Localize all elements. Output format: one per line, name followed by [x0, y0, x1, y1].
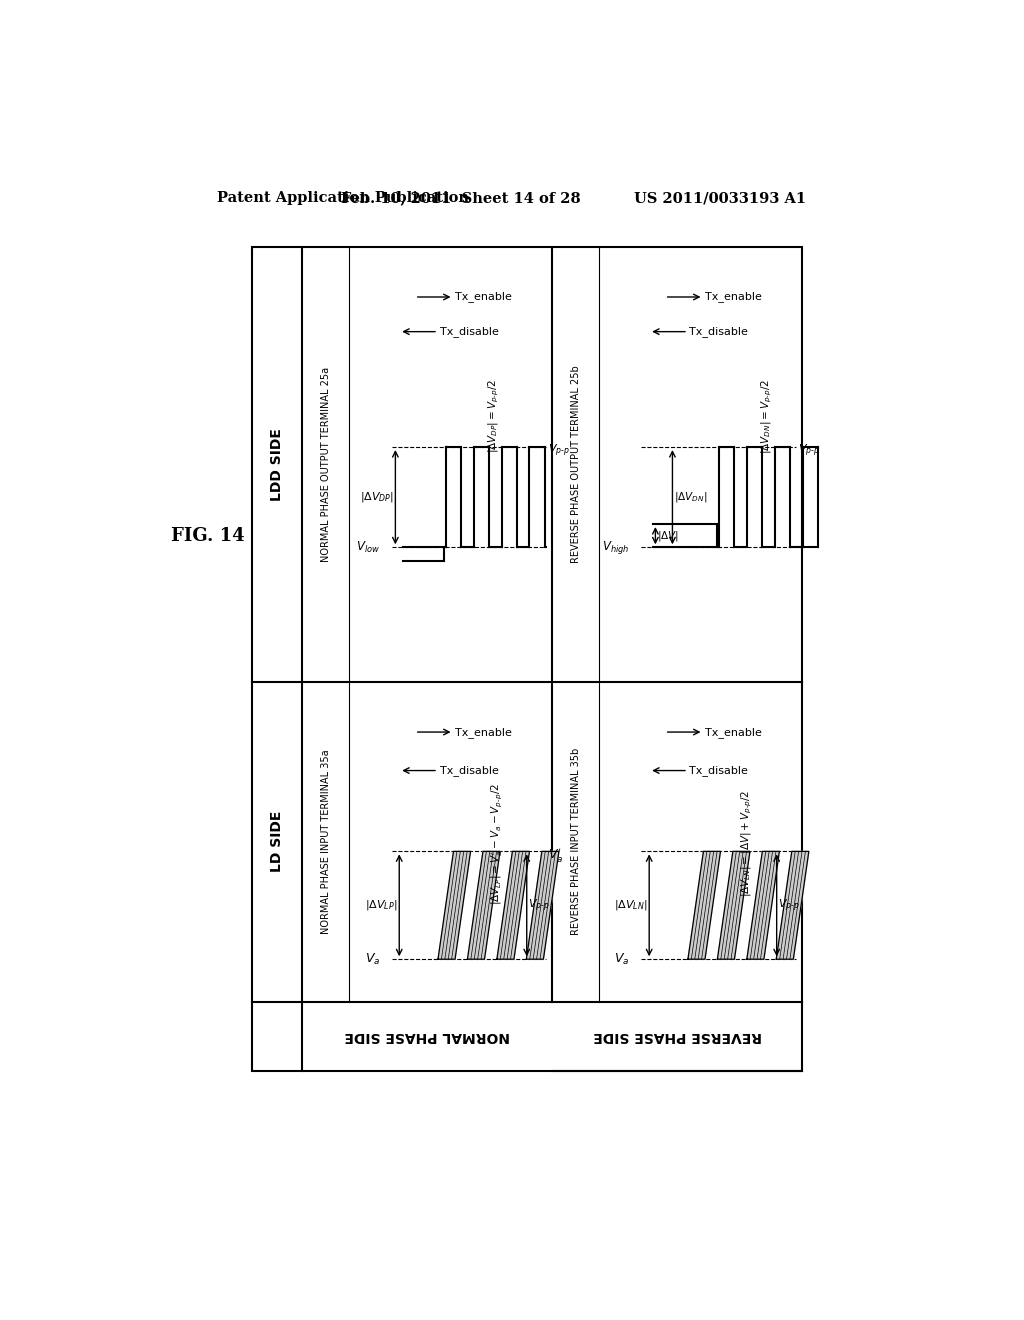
Text: NORMAL PHASE OUTPUT TERMINAL 25a: NORMAL PHASE OUTPUT TERMINAL 25a — [321, 367, 331, 562]
Text: $|\Delta V|$: $|\Delta V|$ — [657, 529, 679, 543]
Text: Tx_disable: Tx_disable — [689, 326, 749, 337]
Text: Tx_enable: Tx_enable — [455, 292, 512, 302]
Text: $|\Delta V_{DN}|=V_{p\text{-}p}/2$: $|\Delta V_{DN}|=V_{p\text{-}p}/2$ — [760, 379, 774, 454]
Text: Tx_enable: Tx_enable — [705, 292, 762, 302]
Text: NORMAL PHASE SIDE: NORMAL PHASE SIDE — [344, 1030, 510, 1043]
Text: LDD SIDE: LDD SIDE — [270, 428, 285, 500]
Text: Tx_disable: Tx_disable — [689, 766, 749, 776]
Text: $|\Delta V_{DN}|$: $|\Delta V_{DN}|$ — [674, 490, 708, 504]
Text: $|\Delta V_{DP}|=V_{p\text{-}p}/2$: $|\Delta V_{DP}|=V_{p\text{-}p}/2$ — [486, 379, 501, 453]
Text: $V_a$: $V_a$ — [614, 952, 630, 966]
Text: $V_{p\text{-}p}$: $V_{p\text{-}p}$ — [778, 898, 800, 913]
Text: NORMAL PHASE INPUT TERMINAL 35a: NORMAL PHASE INPUT TERMINAL 35a — [321, 750, 331, 935]
Text: US 2011/0033193 A1: US 2011/0033193 A1 — [634, 191, 806, 206]
Text: $V_{low}$: $V_{low}$ — [355, 540, 380, 554]
Text: REVERSE PHASE SIDE: REVERSE PHASE SIDE — [593, 1030, 762, 1043]
Polygon shape — [497, 851, 529, 960]
Text: REVERSE PHASE INPUT TERMINAL 35b: REVERSE PHASE INPUT TERMINAL 35b — [570, 748, 581, 936]
Text: $|\Delta V_{LP}|$: $|\Delta V_{LP}|$ — [366, 899, 397, 912]
Text: $|\Delta V_{LP}|=V_a'-V_a-V_{p\text{-}p}/2$: $|\Delta V_{LP}|=V_a'-V_a-V_{p\text{-}p}… — [489, 783, 505, 904]
Text: Patent Application Publication: Patent Application Publication — [217, 191, 469, 206]
Text: Tx_disable: Tx_disable — [439, 766, 499, 776]
Polygon shape — [438, 851, 471, 960]
Text: $|\Delta V_{LN}|=|\Delta V|+V_{p\text{-}p}/2$: $|\Delta V_{LN}|=|\Delta V|+V_{p\text{-}… — [739, 789, 754, 898]
Text: LD SIDE: LD SIDE — [270, 810, 285, 873]
Polygon shape — [688, 851, 721, 960]
Text: $V_{high}$: $V_{high}$ — [602, 539, 630, 556]
Polygon shape — [746, 851, 779, 960]
Text: $V_{p\text{-}p}$: $V_{p\text{-}p}$ — [798, 442, 819, 459]
Polygon shape — [718, 851, 750, 960]
Text: Tx_disable: Tx_disable — [439, 326, 499, 337]
Text: REVERSE PHASE OUTPUT TERMINAL 25b: REVERSE PHASE OUTPUT TERMINAL 25b — [570, 366, 581, 564]
Polygon shape — [467, 851, 500, 960]
Text: $V_a'$: $V_a'$ — [548, 846, 563, 865]
Text: $V_{p\text{-}p}$: $V_{p\text{-}p}$ — [548, 442, 569, 459]
Text: $V_a$: $V_a$ — [365, 952, 380, 966]
Text: $|\Delta V_{LN}|$: $|\Delta V_{LN}|$ — [614, 899, 647, 912]
Text: FIG. 14: FIG. 14 — [171, 527, 245, 545]
Text: $V_{p\text{-}p}$: $V_{p\text{-}p}$ — [528, 898, 550, 913]
Bar — [252, 247, 802, 1071]
Text: $|\Delta V_{DP}|$: $|\Delta V_{DP}|$ — [359, 490, 394, 504]
Polygon shape — [526, 851, 559, 960]
Text: Tx_enable: Tx_enable — [705, 726, 762, 738]
Text: Tx_enable: Tx_enable — [455, 726, 512, 738]
Polygon shape — [776, 851, 809, 960]
Text: Feb. 10, 2011  Sheet 14 of 28: Feb. 10, 2011 Sheet 14 of 28 — [341, 191, 581, 206]
